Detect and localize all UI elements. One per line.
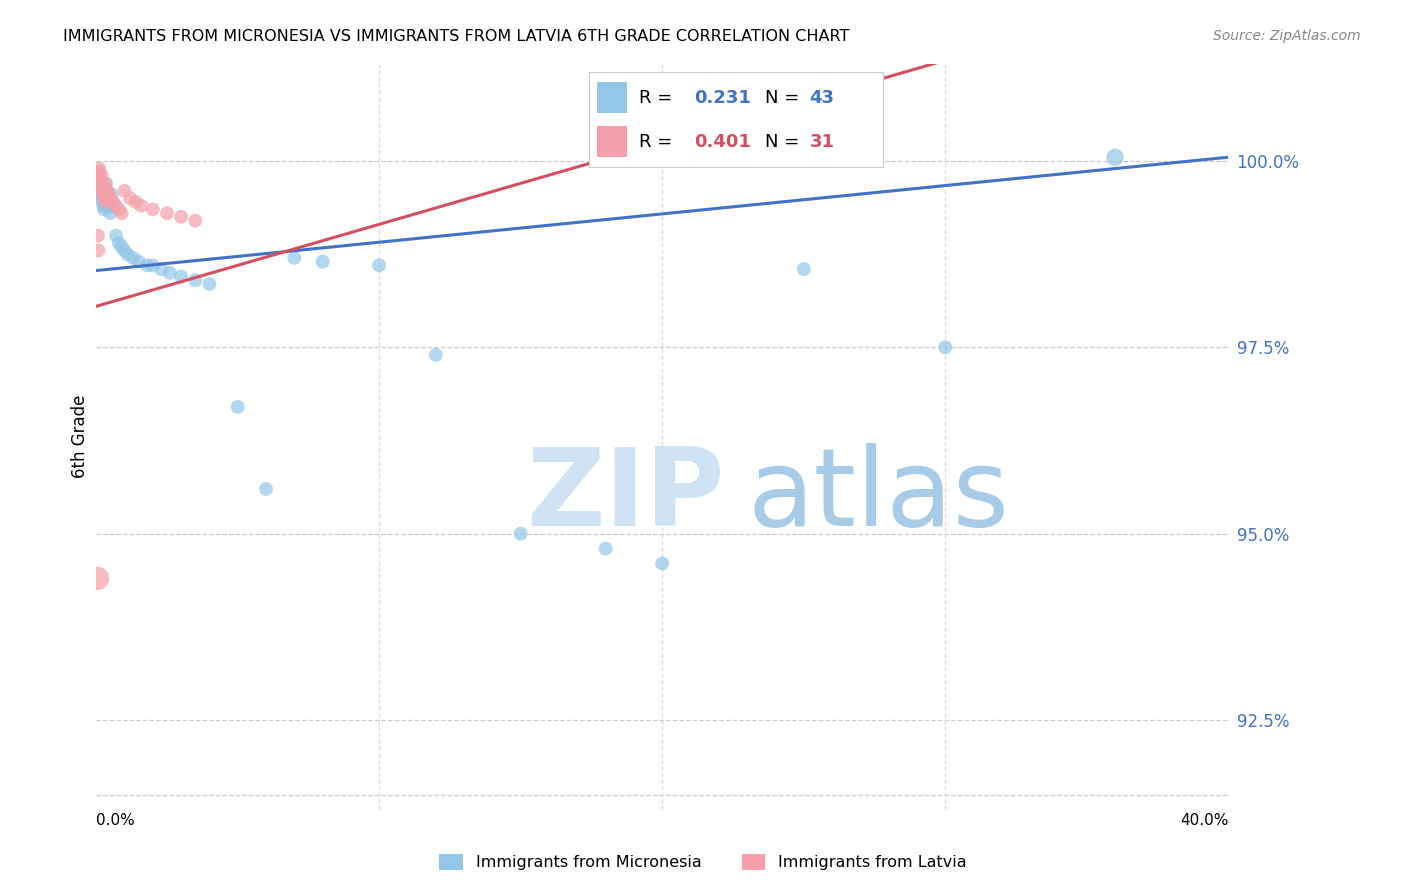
Point: [98, 191, 121, 205]
Point: [94, 184, 117, 198]
Text: IMMIGRANTS FROM MICRONESIA VS IMMIGRANTS FROM LATVIA 6TH GRADE CORRELATION CHART: IMMIGRANTS FROM MICRONESIA VS IMMIGRANTS…: [63, 29, 849, 44]
Point: [91, 194, 114, 209]
Point: [90, 180, 112, 194]
Point: [122, 251, 145, 265]
Point: [117, 247, 139, 261]
Point: [114, 184, 136, 198]
Legend: Immigrants from Micronesia, Immigrants from Latvia: Immigrants from Micronesia, Immigrants f…: [433, 848, 973, 877]
Point: [86, 165, 108, 179]
Point: [91, 187, 114, 202]
Point: [97, 199, 120, 213]
Point: [198, 277, 221, 291]
Point: [425, 348, 447, 362]
Point: [89, 180, 111, 194]
Point: [98, 206, 121, 220]
Point: [125, 194, 148, 209]
Point: [87, 244, 110, 258]
Point: [89, 177, 111, 191]
Point: [93, 177, 115, 191]
Point: [101, 194, 124, 209]
Point: [108, 235, 131, 250]
Point: [368, 258, 391, 272]
Point: [101, 199, 124, 213]
Point: [142, 258, 165, 272]
Point: [142, 202, 165, 217]
Point: [170, 269, 193, 284]
Point: [184, 213, 207, 227]
Point: [97, 187, 120, 202]
Point: [131, 199, 153, 213]
Point: [90, 191, 112, 205]
Point: [94, 177, 117, 191]
Point: [156, 206, 179, 220]
Point: [934, 340, 956, 354]
Point: [170, 210, 193, 224]
Point: [93, 191, 115, 205]
Point: [793, 262, 815, 277]
Text: 0.0%: 0.0%: [96, 814, 135, 829]
Point: [136, 258, 159, 272]
Point: [91, 184, 114, 198]
Point: [111, 240, 134, 254]
Point: [100, 187, 122, 202]
Text: Source: ZipAtlas.com: Source: ZipAtlas.com: [1213, 29, 1361, 43]
Point: [87, 228, 110, 243]
Point: [89, 184, 111, 198]
Point: [184, 273, 207, 287]
Y-axis label: 6th Grade: 6th Grade: [72, 395, 89, 478]
Point: [94, 194, 117, 209]
Point: [114, 244, 136, 258]
Point: [120, 191, 142, 205]
Point: [87, 172, 110, 186]
Point: [105, 199, 128, 213]
Point: [90, 187, 112, 202]
Point: [87, 172, 110, 186]
Point: [96, 184, 118, 198]
Point: [311, 254, 333, 268]
Point: [108, 202, 131, 217]
Point: [86, 571, 108, 585]
Point: [226, 400, 249, 414]
Point: [93, 202, 115, 217]
Point: [91, 199, 114, 213]
Point: [159, 266, 181, 280]
Point: [87, 161, 110, 176]
Text: atlas: atlas: [747, 443, 1010, 549]
Text: ZIP: ZIP: [526, 443, 725, 549]
Text: 40.0%: 40.0%: [1180, 814, 1229, 829]
Point: [111, 206, 134, 220]
Point: [86, 169, 108, 183]
Point: [89, 165, 111, 179]
Point: [87, 169, 110, 183]
Point: [96, 191, 118, 205]
Point: [651, 557, 673, 571]
Point: [254, 482, 277, 496]
Point: [1104, 150, 1126, 164]
Point: [283, 251, 305, 265]
Point: [509, 526, 531, 541]
Point: [150, 262, 173, 277]
Point: [128, 254, 150, 268]
Point: [595, 541, 617, 556]
Point: [105, 228, 128, 243]
Point: [90, 169, 112, 183]
Point: [87, 177, 110, 191]
